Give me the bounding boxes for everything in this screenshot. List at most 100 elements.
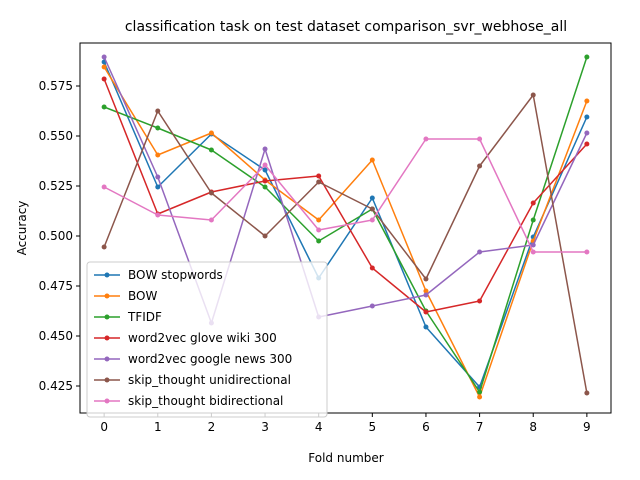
data-point — [369, 206, 375, 212]
data-point — [208, 147, 214, 153]
plot-area — [101, 54, 590, 400]
x-tick-label: 6 — [422, 420, 430, 434]
chart-title: classification task on test dataset comp… — [125, 19, 567, 35]
data-point — [262, 233, 268, 239]
series-line — [103, 61, 588, 388]
x-tick-label: 3 — [261, 420, 269, 434]
data-point — [369, 303, 375, 309]
legend-label: TFIDF — [127, 310, 162, 324]
data-point — [101, 184, 107, 190]
series-line — [103, 78, 588, 313]
legend-marker — [104, 377, 110, 383]
data-point — [477, 136, 483, 142]
data-point — [584, 141, 590, 147]
legend-marker — [104, 272, 110, 278]
data-point — [477, 163, 483, 169]
legend-label: word2vec glove wiki 300 — [128, 331, 277, 345]
legend-entry: word2vec google news 300 — [94, 352, 292, 366]
data-point — [101, 54, 107, 60]
data-point — [423, 136, 429, 142]
y-tick-label: 0.525 — [39, 179, 73, 193]
data-point — [316, 179, 322, 185]
legend-marker — [104, 335, 110, 341]
data-point — [369, 265, 375, 271]
data-point — [316, 227, 322, 233]
data-point — [584, 390, 590, 396]
y-tick-label: 0.575 — [39, 79, 73, 93]
series-7 — [101, 136, 590, 255]
data-point — [316, 173, 322, 179]
series-2 — [101, 64, 590, 400]
series-line — [103, 66, 588, 398]
data-point — [369, 157, 375, 163]
y-axis-label: Accuracy — [15, 201, 29, 256]
data-point — [101, 104, 107, 110]
legend-entry: skip_thought unidirectional — [94, 373, 291, 387]
legend-marker — [104, 314, 110, 320]
data-point — [584, 98, 590, 104]
legend-box — [86, 261, 328, 418]
legend-marker — [104, 398, 110, 404]
x-tick-label: 4 — [315, 420, 323, 434]
data-point — [477, 249, 483, 255]
data-point — [262, 184, 268, 190]
data-point — [208, 190, 214, 196]
x-tick-label: 0 — [100, 420, 108, 434]
data-point — [155, 152, 161, 158]
data-point — [262, 167, 268, 173]
axes: 0 1 2 3 4 5 6 7 8 9 0.425 0.450 0.475 0.500 0.525 0.550… — [39, 42, 612, 434]
legend-entry: BOW stopwords — [94, 268, 223, 282]
y-tick-label: 0.500 — [39, 229, 73, 243]
data-point — [155, 125, 161, 131]
data-point — [369, 195, 375, 201]
data-point — [369, 217, 375, 223]
x-tick-label: 8 — [529, 420, 537, 434]
data-point — [316, 238, 322, 244]
data-point — [584, 114, 590, 120]
data-point — [477, 389, 483, 395]
x-tick-label: 1 — [154, 420, 162, 434]
y-tick-label: 0.475 — [39, 279, 73, 293]
series-5 — [101, 54, 590, 326]
data-point — [530, 217, 536, 223]
data-point — [423, 276, 429, 282]
data-point — [584, 130, 590, 136]
data-point — [262, 178, 268, 184]
data-point — [155, 108, 161, 114]
data-point — [262, 162, 268, 168]
x-tick-label: 2 — [208, 420, 216, 434]
data-point — [530, 249, 536, 255]
data-point — [155, 212, 161, 218]
data-point — [530, 242, 536, 248]
legend-entry: word2vec glove wiki 300 — [94, 331, 277, 345]
legend-label: skip_thought bidirectional — [128, 394, 283, 408]
y-tick-label: 0.425 — [39, 379, 73, 393]
data-point — [423, 309, 429, 315]
data-point — [262, 146, 268, 152]
data-point — [477, 298, 483, 304]
y-tick-label: 0.450 — [39, 329, 73, 343]
data-point — [316, 217, 322, 223]
data-point — [101, 64, 107, 70]
series-line — [103, 56, 588, 324]
data-point — [208, 130, 214, 136]
legend-marker — [104, 356, 110, 362]
x-axis-label: Fold number — [308, 451, 383, 465]
data-point — [208, 217, 214, 223]
data-point — [584, 54, 590, 60]
series-6 — [101, 92, 590, 396]
data-point — [155, 174, 161, 180]
legend-label: BOW — [128, 289, 157, 303]
data-point — [155, 184, 161, 190]
plot-frame — [79, 42, 612, 414]
data-point — [530, 92, 536, 98]
data-point — [101, 76, 107, 82]
data-point — [423, 292, 429, 298]
series-line — [103, 94, 588, 394]
legend: BOW stopwords BOW TFIDF word2vec glove wiki… — [86, 261, 328, 418]
legend-label: BOW stopwords — [128, 268, 223, 282]
legend-label: skip_thought unidirectional — [128, 373, 291, 387]
x-tick-label: 7 — [476, 420, 484, 434]
legend-marker — [104, 293, 110, 299]
